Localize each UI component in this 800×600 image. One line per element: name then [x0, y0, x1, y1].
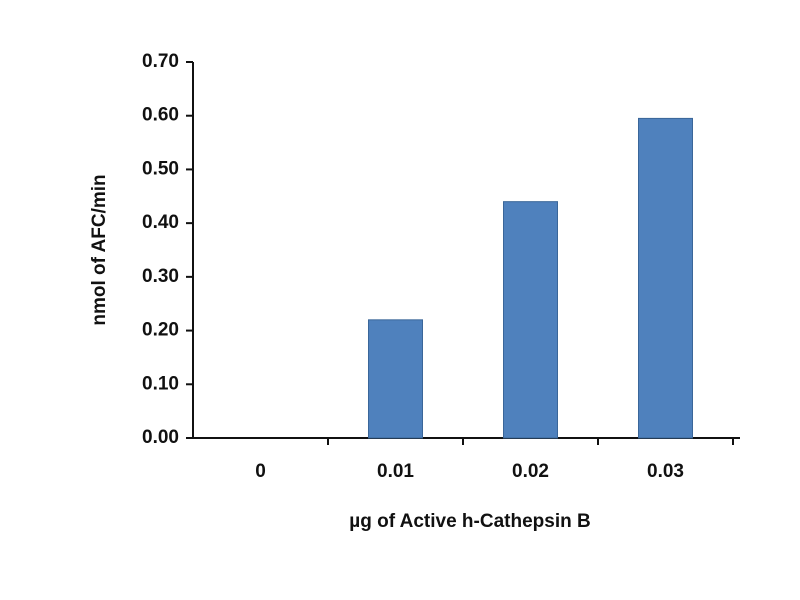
- x-tick-label: 0.02: [512, 461, 549, 482]
- y-tick-label: 0.50: [142, 158, 179, 179]
- x-tick-label: 0: [255, 461, 266, 482]
- y-tick-label: 0.10: [142, 373, 179, 394]
- bar: [503, 201, 558, 439]
- y-tick-label: 0.00: [142, 427, 179, 448]
- y-tick-label: 0.20: [142, 320, 179, 341]
- x-tick-label: 0.01: [377, 461, 414, 482]
- y-tick-label: 0.70: [142, 51, 179, 72]
- y-tick-label: 0.30: [142, 266, 179, 287]
- y-tick-label: 0.40: [142, 212, 179, 233]
- bar: [638, 117, 693, 439]
- x-axis-label: µg of Active h-Cathepsin B: [349, 511, 590, 532]
- x-tick-label: 0.03: [647, 461, 684, 482]
- y-axis-label: nmol of AFC/min: [89, 174, 110, 325]
- bar: [368, 319, 423, 439]
- y-tick-label: 0.60: [142, 105, 179, 126]
